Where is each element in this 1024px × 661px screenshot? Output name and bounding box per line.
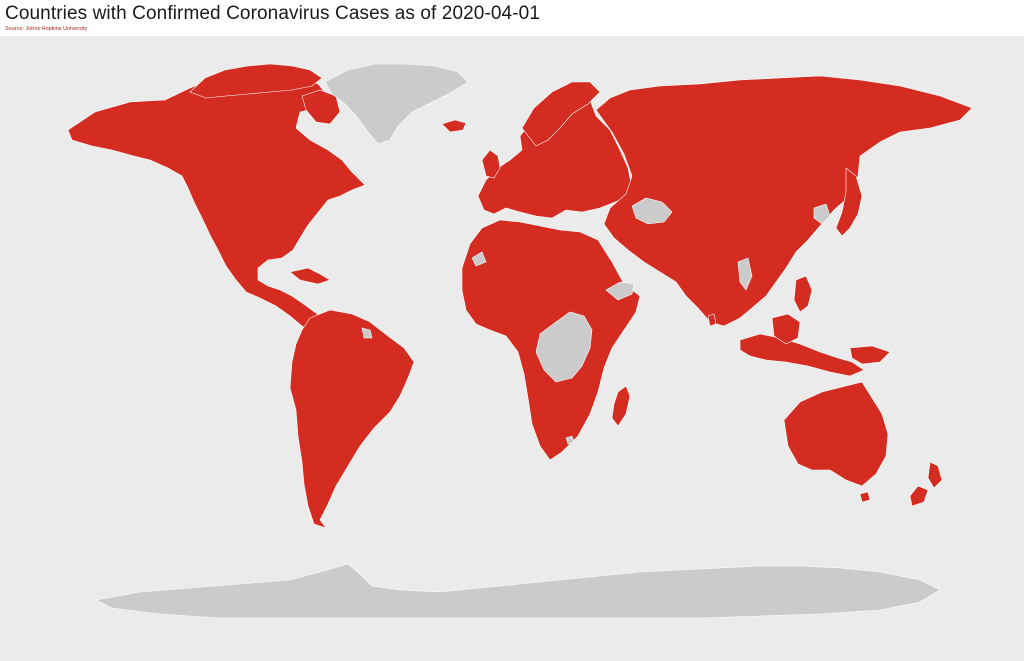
region-south-america — [289, 309, 415, 529]
region-baffin-island — [301, 89, 341, 125]
region-scandinavia — [521, 81, 601, 147]
map-subtitle: Source: Johns Hopkins University — [5, 26, 88, 32]
region-europe — [477, 95, 633, 219]
region-mainland-gray — [737, 257, 753, 291]
region-papua-new-guinea — [849, 345, 891, 365]
region-japan — [835, 167, 863, 237]
world-map — [0, 36, 1024, 661]
region-lesotho — [565, 435, 575, 445]
region-canadian-arctic — [189, 63, 323, 99]
region-iceland — [441, 119, 467, 133]
region-philippines — [793, 275, 813, 313]
region-french-guiana — [361, 327, 373, 339]
map-panel — [0, 36, 1024, 661]
region-asia — [595, 75, 973, 327]
region-borneo — [771, 313, 801, 345]
region-greenland — [324, 63, 469, 145]
region-sri-lanka — [707, 313, 717, 327]
region-yemen — [605, 281, 635, 301]
map-title: Countries with Confirmed Coronavirus Cas… — [5, 3, 540, 24]
region-turkmenistan — [631, 197, 673, 225]
region-australia — [783, 381, 889, 487]
region-new-zealand — [909, 461, 943, 507]
region-madagascar — [611, 385, 631, 427]
region-western-sahara — [471, 251, 487, 267]
region-north-korea — [813, 203, 831, 225]
region-antarctica — [95, 563, 941, 619]
region-north-america — [67, 71, 366, 335]
region-uk — [481, 149, 501, 179]
region-caribbean — [289, 267, 331, 285]
region-tasmania — [859, 491, 871, 503]
region-central-africa — [535, 311, 593, 383]
